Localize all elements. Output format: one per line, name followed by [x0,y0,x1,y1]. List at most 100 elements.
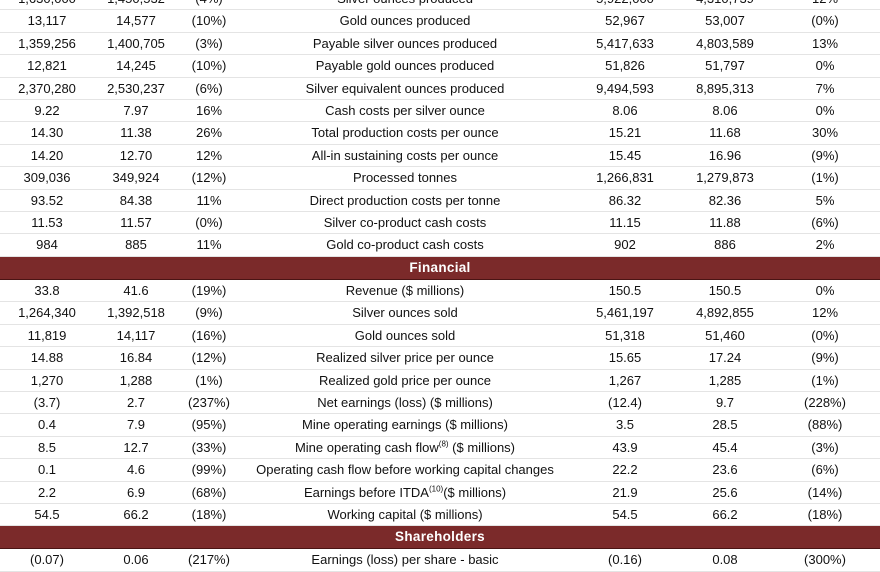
row-label: Earnings before ITDA(10)($ millions) [240,481,570,504]
cell: 45.4 [680,436,770,460]
table-row: 984 885 11% Gold co-product cash costs 902 88… [0,233,880,257]
operating-rows: 1,630,0001,450,532(4%)Silver ounces prod… [0,0,880,257]
cell: 16.96 [680,144,770,168]
cell: 0% [770,54,880,78]
section-header-shareholders: Shareholders [0,525,880,550]
section-header-financial: Financial [0,255,880,280]
cell: 4,803,589 [680,32,770,56]
cell: 0% [770,279,880,303]
cell: 51,318 [570,324,680,348]
footnote-marker: (8) [438,439,449,449]
table-row: 11.53 11.57 (0%) Silver co-product cash cos… [0,211,880,235]
cell: 9,494,593 [570,77,680,101]
cell: (12%) [178,166,240,190]
row-label: Payable silver ounces produced [240,32,570,56]
cell: 51,460 [680,324,770,348]
cell: 2.2 [0,481,94,504]
cell: 41.6 [94,279,178,303]
row-label: Mine operating cash flow(8) ($ millions) [240,436,570,460]
cell: 14,117 [94,324,178,348]
cell: 1,266,831 [570,166,680,190]
cell: 1,450,532 [94,0,178,11]
cell: 54.5 [570,503,680,527]
cell: 9.7 [680,391,770,415]
cell: 14.20 [0,144,94,168]
table-row: 2,370,280 2,530,237 (6%) Silver equivalent … [0,77,880,101]
cell: 11% [178,233,240,257]
cell: 23.6 [680,458,770,482]
cell: 7.97 [94,99,178,123]
row-label: Gold ounces produced [240,9,570,33]
cell: 1,392,518 [94,301,178,325]
row-label: Silver co-product cash costs [240,211,570,235]
cell: 14,577 [94,9,178,33]
cell: 886 [680,233,770,257]
section-title: Shareholders [0,525,880,550]
cell: (217%) [178,548,240,572]
cell: 11% [178,189,240,213]
table-row: 1,264,340 1,392,518 (9%) Silver ounces s… [0,301,880,325]
cell: (99%) [178,458,240,482]
cell: (6%) [770,211,880,235]
cell: 7% [770,77,880,101]
table-row: 1,630,0001,450,532(4%)Silver ounces prod… [0,0,880,11]
table-row: 14.88 16.84 (12%) Realized silver price … [0,346,880,370]
cell: 5,922,000 [570,0,680,11]
cell: 6.9 [94,481,178,504]
row-label: All-in sustaining costs per ounce [240,144,570,168]
cell: 1,267 [570,369,680,392]
cell: (95%) [178,413,240,437]
row-label: Mine operating earnings ($ millions) [240,413,570,437]
table-row: 309,036 349,924 (12%) Processed tonnes 1,266… [0,166,880,190]
cell: 26% [178,121,240,145]
cell: 984 [0,233,94,257]
table-row: 13,117 14,577 (10%) Gold ounces produced 52,… [0,9,880,33]
cell: 11.53 [0,211,94,235]
cell: 84.38 [94,189,178,213]
row-label: Direct production costs per tonne [240,189,570,213]
cell: 1,359,256 [0,32,94,56]
table-row: 1,270 1,288 (1%) Realized gold price per… [0,369,880,392]
cell: 8.5 [0,436,94,460]
cell: 12,821 [0,54,94,78]
row-label: Cash costs per silver ounce [240,99,570,123]
cell: 66.2 [94,503,178,527]
footnote-marker: (10) [428,484,444,494]
cell: 11.68 [680,121,770,145]
cell: 1,264,340 [0,301,94,325]
cell: 30% [770,121,880,145]
cell: 21.9 [570,481,680,504]
cell: (1%) [178,369,240,392]
cell: 15.21 [570,121,680,145]
cell: 11,819 [0,324,94,348]
cell: 25.6 [680,481,770,504]
cell: (228%) [770,391,880,415]
cell: (3%) [770,436,880,460]
cell: 7.9 [94,413,178,437]
cell: (9%) [770,346,880,370]
cell: 2,530,237 [94,77,178,101]
cell: 14.30 [0,121,94,145]
cell: 150.5 [680,279,770,303]
row-label: Revenue ($ millions) [240,279,570,303]
cell: 66.2 [680,503,770,527]
cell: 1,285 [680,369,770,392]
cell: (68%) [178,481,240,504]
cell: 349,924 [94,166,178,190]
cell: (18%) [770,503,880,527]
cell: (0%) [770,9,880,33]
financial-section: Financial 33.8 41.6 (19%) Revenue ($ mil… [0,255,880,527]
table-row: 9.22 7.97 16% Cash costs per silver ounce 8.… [0,99,880,123]
cell: 9.22 [0,99,94,123]
cell: 15.65 [570,346,680,370]
cell: (18%) [178,503,240,527]
cell: 17.24 [680,346,770,370]
table-row: 14.20 12.70 12% All-in sustaining costs per… [0,144,880,168]
row-label: Gold co-product cash costs [240,233,570,257]
table-row: 11,819 14,117 (16%) Gold ounces sold 51,… [0,324,880,348]
cell: 33.8 [0,279,94,303]
cell: 4.6 [94,458,178,482]
table-row: 93.52 84.38 11% Direct production costs per… [0,189,880,213]
cell: 8.06 [680,99,770,123]
